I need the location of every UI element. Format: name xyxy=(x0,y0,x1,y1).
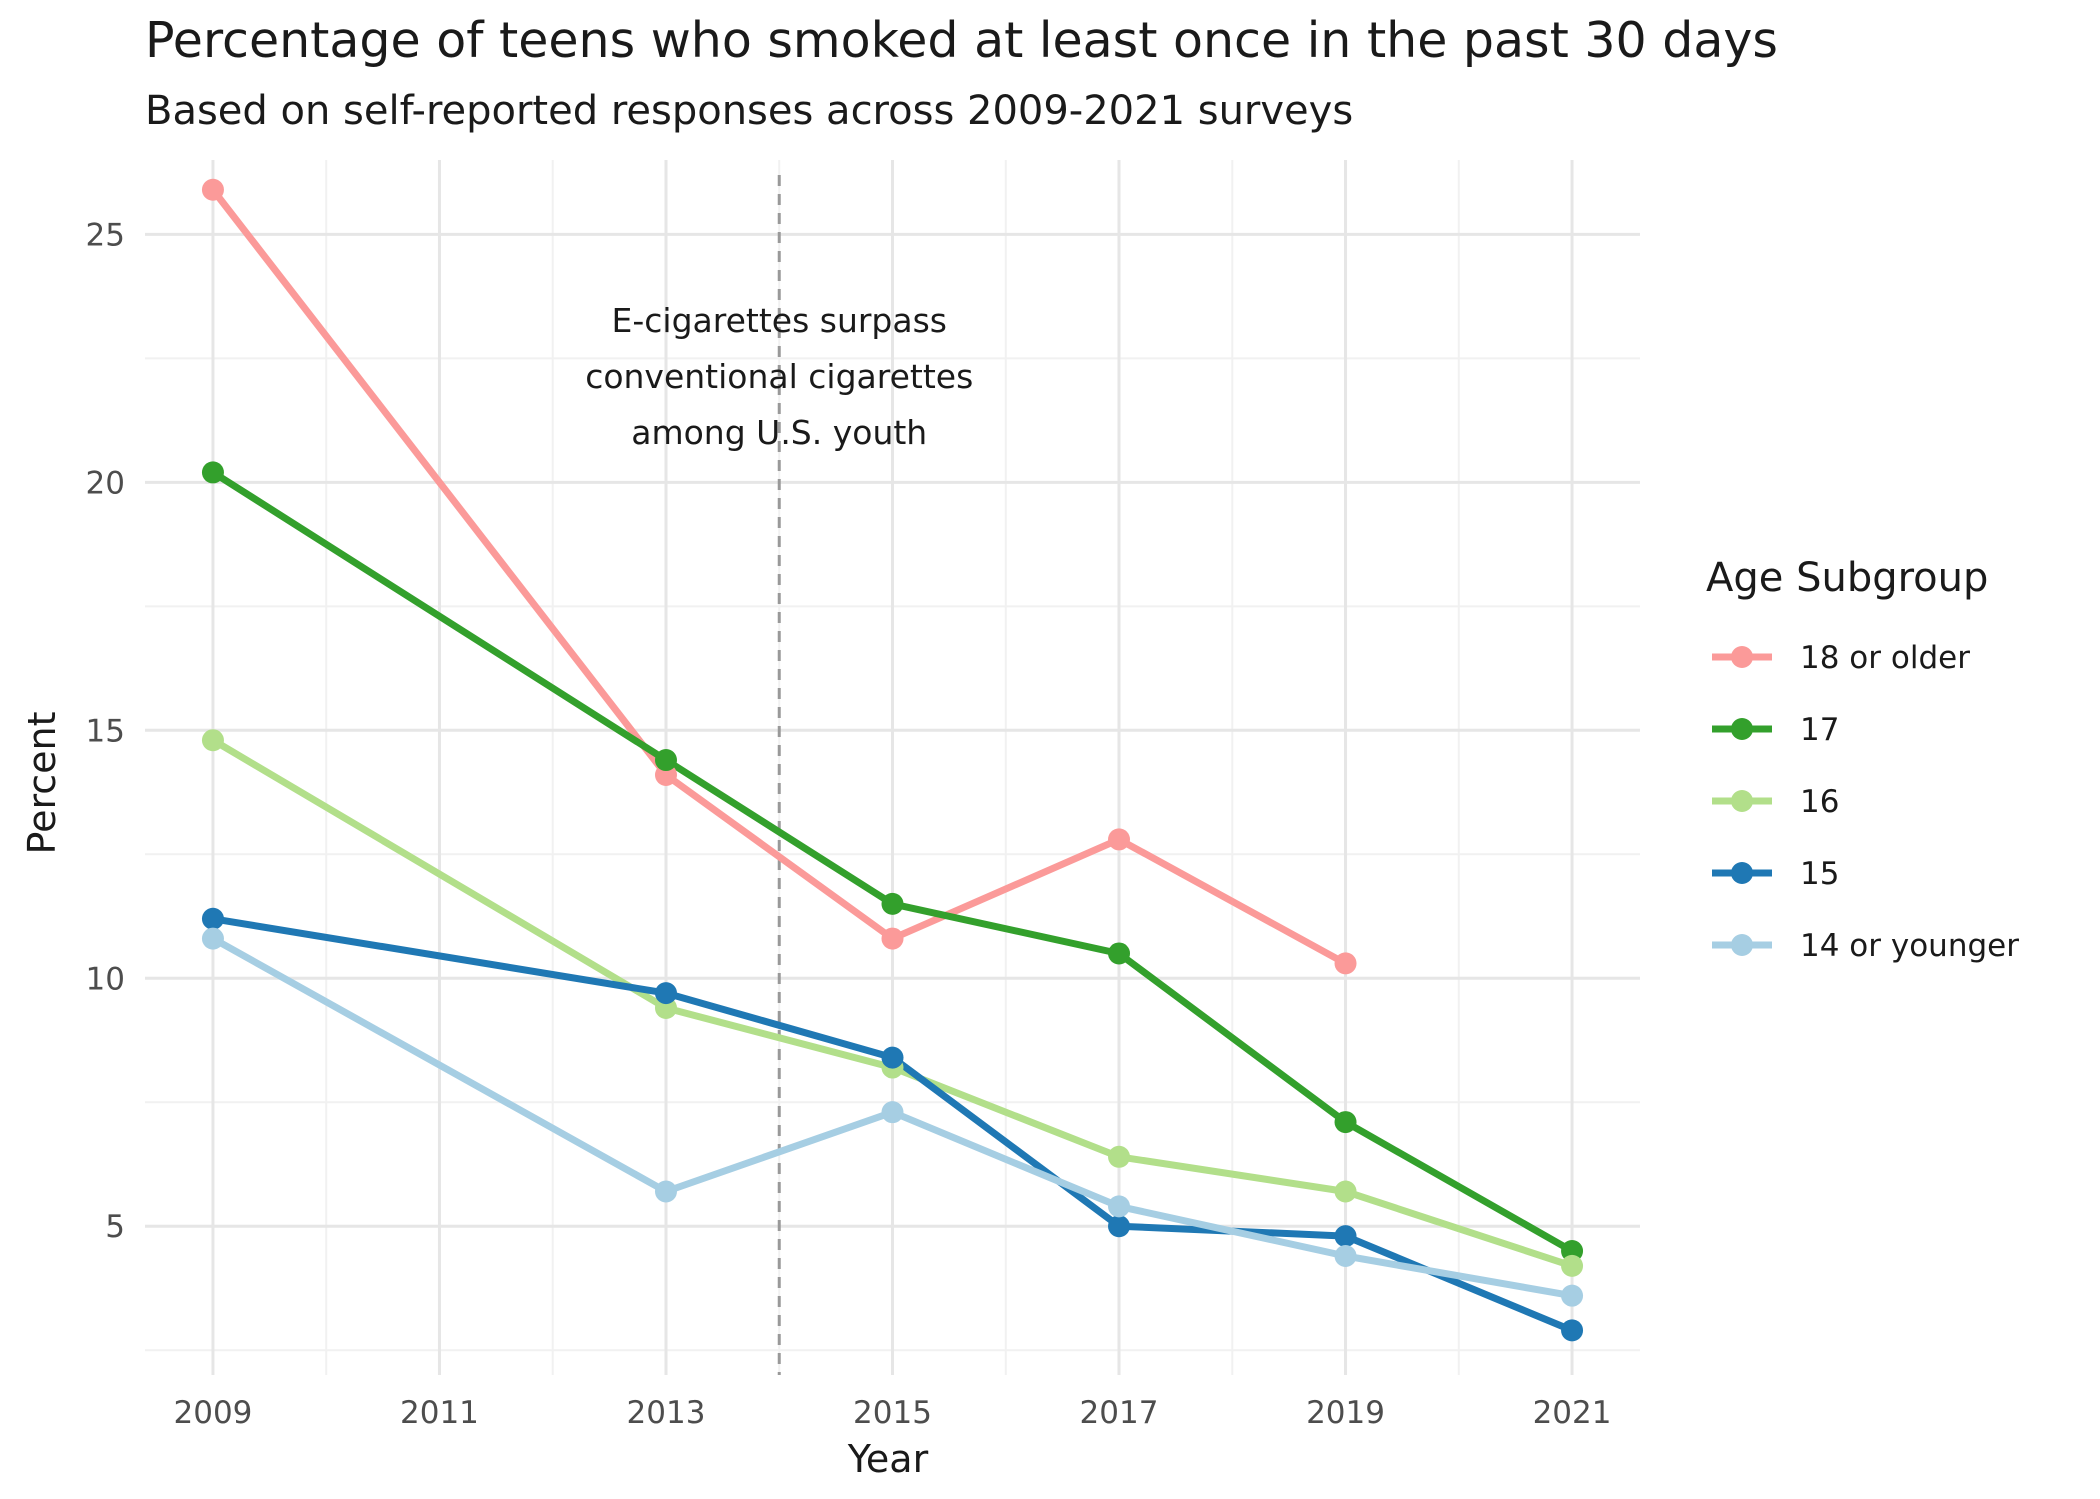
data-point xyxy=(1334,1244,1357,1267)
legend-label: 14 or younger xyxy=(1800,928,2019,964)
data-point xyxy=(654,749,677,772)
y-tick-label: 10 xyxy=(86,961,125,997)
legend-title: Age Subgroup xyxy=(1706,555,1988,601)
series-line xyxy=(211,737,1574,1270)
data-point xyxy=(654,1180,677,1203)
series-line xyxy=(211,935,1573,1300)
data-point xyxy=(201,927,224,950)
annotation-text-line: E-cigarettes surpass xyxy=(612,301,947,340)
y-tick-label: 25 xyxy=(86,217,125,253)
series-layer xyxy=(201,178,1584,1342)
data-point xyxy=(654,982,677,1005)
series-line xyxy=(212,915,1574,1334)
data-point xyxy=(201,729,224,752)
data-point xyxy=(1334,1111,1357,1134)
legend-label: 18 or older xyxy=(1800,640,1970,676)
annotation: E-cigarettes surpass conventional cigaret… xyxy=(585,175,973,1375)
legend-key-point xyxy=(1731,646,1753,668)
legend-key-point xyxy=(1731,934,1753,956)
axes: 2009 2011 2013 2015 2017 2019 2021 5 10 15 20 25 xyxy=(86,217,1612,1431)
data-point xyxy=(1108,1145,1131,1168)
legend-key-point xyxy=(1731,718,1753,740)
y-tick-label: 5 xyxy=(105,1209,125,1245)
data-point xyxy=(881,1101,904,1124)
data-point xyxy=(1108,1215,1131,1238)
grid xyxy=(145,160,1640,1375)
legend-label: 15 xyxy=(1800,856,1839,892)
x-tick-label: 2013 xyxy=(627,1395,706,1431)
data-point xyxy=(1108,942,1131,965)
y-axis-title: Percent xyxy=(20,712,64,855)
legend: Age Subgroup 18 or older 17 16 15 14 or youn… xyxy=(1706,555,2019,964)
annotation-text-line: conventional cigarettes xyxy=(585,357,973,396)
x-tick-label: 2011 xyxy=(400,1395,479,1431)
legend-label: 16 xyxy=(1800,784,1839,820)
data-point xyxy=(201,461,224,484)
y-tick-label: 15 xyxy=(86,713,125,749)
chart-title: Percentage of teens who smoked at least … xyxy=(145,12,1778,69)
data-point xyxy=(1108,828,1131,851)
data-point xyxy=(1561,1319,1584,1342)
series-line xyxy=(211,469,1574,1255)
annotation-text-line: among U.S. youth xyxy=(631,413,927,452)
x-tick-label: 2015 xyxy=(853,1395,932,1431)
x-axis-title: Year xyxy=(847,1437,929,1481)
data-point xyxy=(1334,952,1357,975)
x-tick-label: 2021 xyxy=(1533,1395,1612,1431)
data-point xyxy=(1108,1195,1131,1218)
data-point xyxy=(881,892,904,915)
x-tick-label: 2017 xyxy=(1080,1395,1159,1431)
y-tick-label: 20 xyxy=(86,465,125,501)
data-point xyxy=(201,907,224,930)
x-tick-label: 2019 xyxy=(1306,1395,1385,1431)
data-point xyxy=(881,927,904,950)
legend-key-point xyxy=(1731,790,1753,812)
data-point xyxy=(1561,1254,1584,1277)
x-tick-label: 2009 xyxy=(174,1395,253,1431)
legend-key-point xyxy=(1731,862,1753,884)
data-point xyxy=(881,1046,904,1069)
data-point xyxy=(1561,1284,1584,1307)
legend-label: 17 xyxy=(1800,712,1839,748)
chart-subtitle: Based on self-reported responses across … xyxy=(145,88,1354,134)
data-point xyxy=(1334,1180,1357,1203)
data-point xyxy=(1334,1225,1357,1248)
data-point xyxy=(201,178,224,201)
